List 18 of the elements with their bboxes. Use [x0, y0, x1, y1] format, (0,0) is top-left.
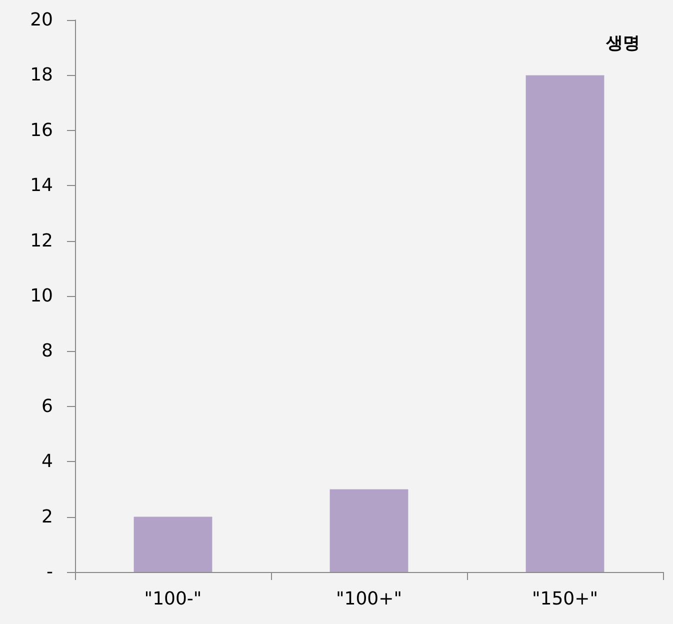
x-tick-label: "100-"	[144, 588, 202, 610]
y-tick-label: 16	[30, 120, 53, 141]
bar	[134, 516, 212, 572]
x-tick-label: "150+"	[532, 588, 598, 610]
y-tick-label: 2	[42, 506, 53, 528]
y-tick-label: 20	[30, 10, 53, 30]
x-tick-label: "100+"	[336, 588, 402, 610]
y-tick-label: 8	[42, 340, 53, 362]
bar	[330, 489, 408, 572]
y-tick-label: 6	[42, 396, 53, 417]
y-tick-label: 12	[30, 230, 53, 252]
y-tick-label: 10	[30, 286, 53, 306]
bar	[526, 75, 604, 572]
text: 생명	[605, 34, 640, 54]
y-tick-label: 4	[42, 451, 53, 472]
y-tick-label: -	[46, 562, 53, 582]
y-tick-label: 14	[30, 175, 53, 196]
y-tick-label: 18	[30, 64, 53, 86]
